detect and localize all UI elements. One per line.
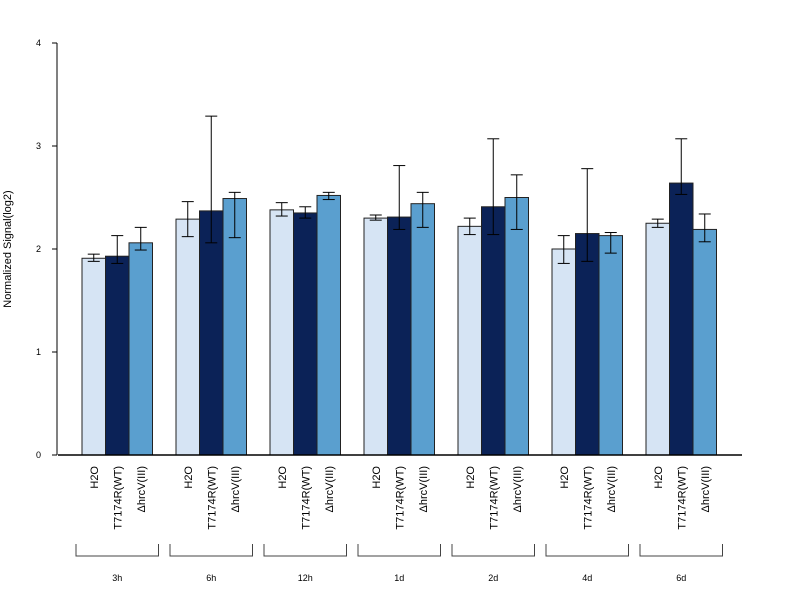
bar [199,210,224,456]
bar [504,197,529,456]
group-label: 3h [112,573,122,583]
category-label: T7174R(WT) [394,466,406,530]
bar [128,242,153,456]
group-label: 1d [394,573,404,583]
bar [692,228,717,456]
y-tick-label: 3 [36,141,41,151]
bar [575,233,600,456]
y-axis-label: Normalized Signal(log2) [2,190,14,307]
group-label: 6h [206,573,216,583]
bar [481,206,506,456]
category-label: T7174R(WT) [676,466,688,530]
bar [175,218,200,456]
category-label: T7174R(WT) [488,466,500,530]
category-label: H2O [89,466,101,489]
category-label: H2O [559,466,571,489]
bar [645,222,670,456]
category-label: H2O [653,466,665,489]
bar [105,255,130,456]
y-tick-label: 4 [36,38,41,48]
group-labels: 3h 6h 12h 1d 2d 4d 6d [75,544,723,583]
category-label: T7174R(WT) [206,466,218,530]
bar [551,248,576,456]
group-bracket [75,544,159,557]
bar [293,212,318,456]
y-tick-label: 1 [36,347,41,357]
group-bracket [169,544,253,557]
category-label: H2O [465,466,477,489]
category-label: H2O [183,466,195,489]
category-label: ΔhrcV(III) [606,466,618,512]
category-label: ΔhrcV(III) [324,466,336,512]
group-bracket [451,544,535,557]
category-label: T7174R(WT) [112,466,124,530]
group-bracket [263,544,347,557]
category-label: H2O [277,466,289,489]
group-bracket [545,544,629,557]
group-label: 12h [298,573,313,583]
category-label: ΔhrcV(III) [418,466,430,512]
category-label: ΔhrcV(III) [700,466,712,512]
group-label: 4d [582,573,592,583]
group-label: 2d [488,573,498,583]
bar [363,217,388,456]
y-axis: 0 1 2 3 4 [36,38,58,460]
category-labels: H2O T7174R(WT) ΔhrcV(III) H2O T7174R(WT) Δhrc… [89,466,712,530]
bar [387,216,412,456]
y-tick-label: 2 [36,244,41,254]
category-label: ΔhrcV(III) [230,466,242,512]
bar [410,203,435,456]
bar [669,182,694,456]
bar [598,235,623,456]
category-label: ΔhrcV(III) [136,466,148,512]
group-bracket [357,544,441,557]
category-label: ΔhrcV(III) [512,466,524,512]
group-label: 6d [676,573,686,583]
bar [316,194,341,456]
category-label: H2O [371,466,383,489]
bar [457,225,482,456]
bar [81,257,106,456]
bars [81,182,717,456]
category-label: T7174R(WT) [582,466,594,530]
group-bracket [639,544,723,557]
bar [269,209,294,456]
category-label: T7174R(WT) [300,466,312,530]
y-tick-label: 0 [36,450,41,460]
error-bars [87,115,711,264]
